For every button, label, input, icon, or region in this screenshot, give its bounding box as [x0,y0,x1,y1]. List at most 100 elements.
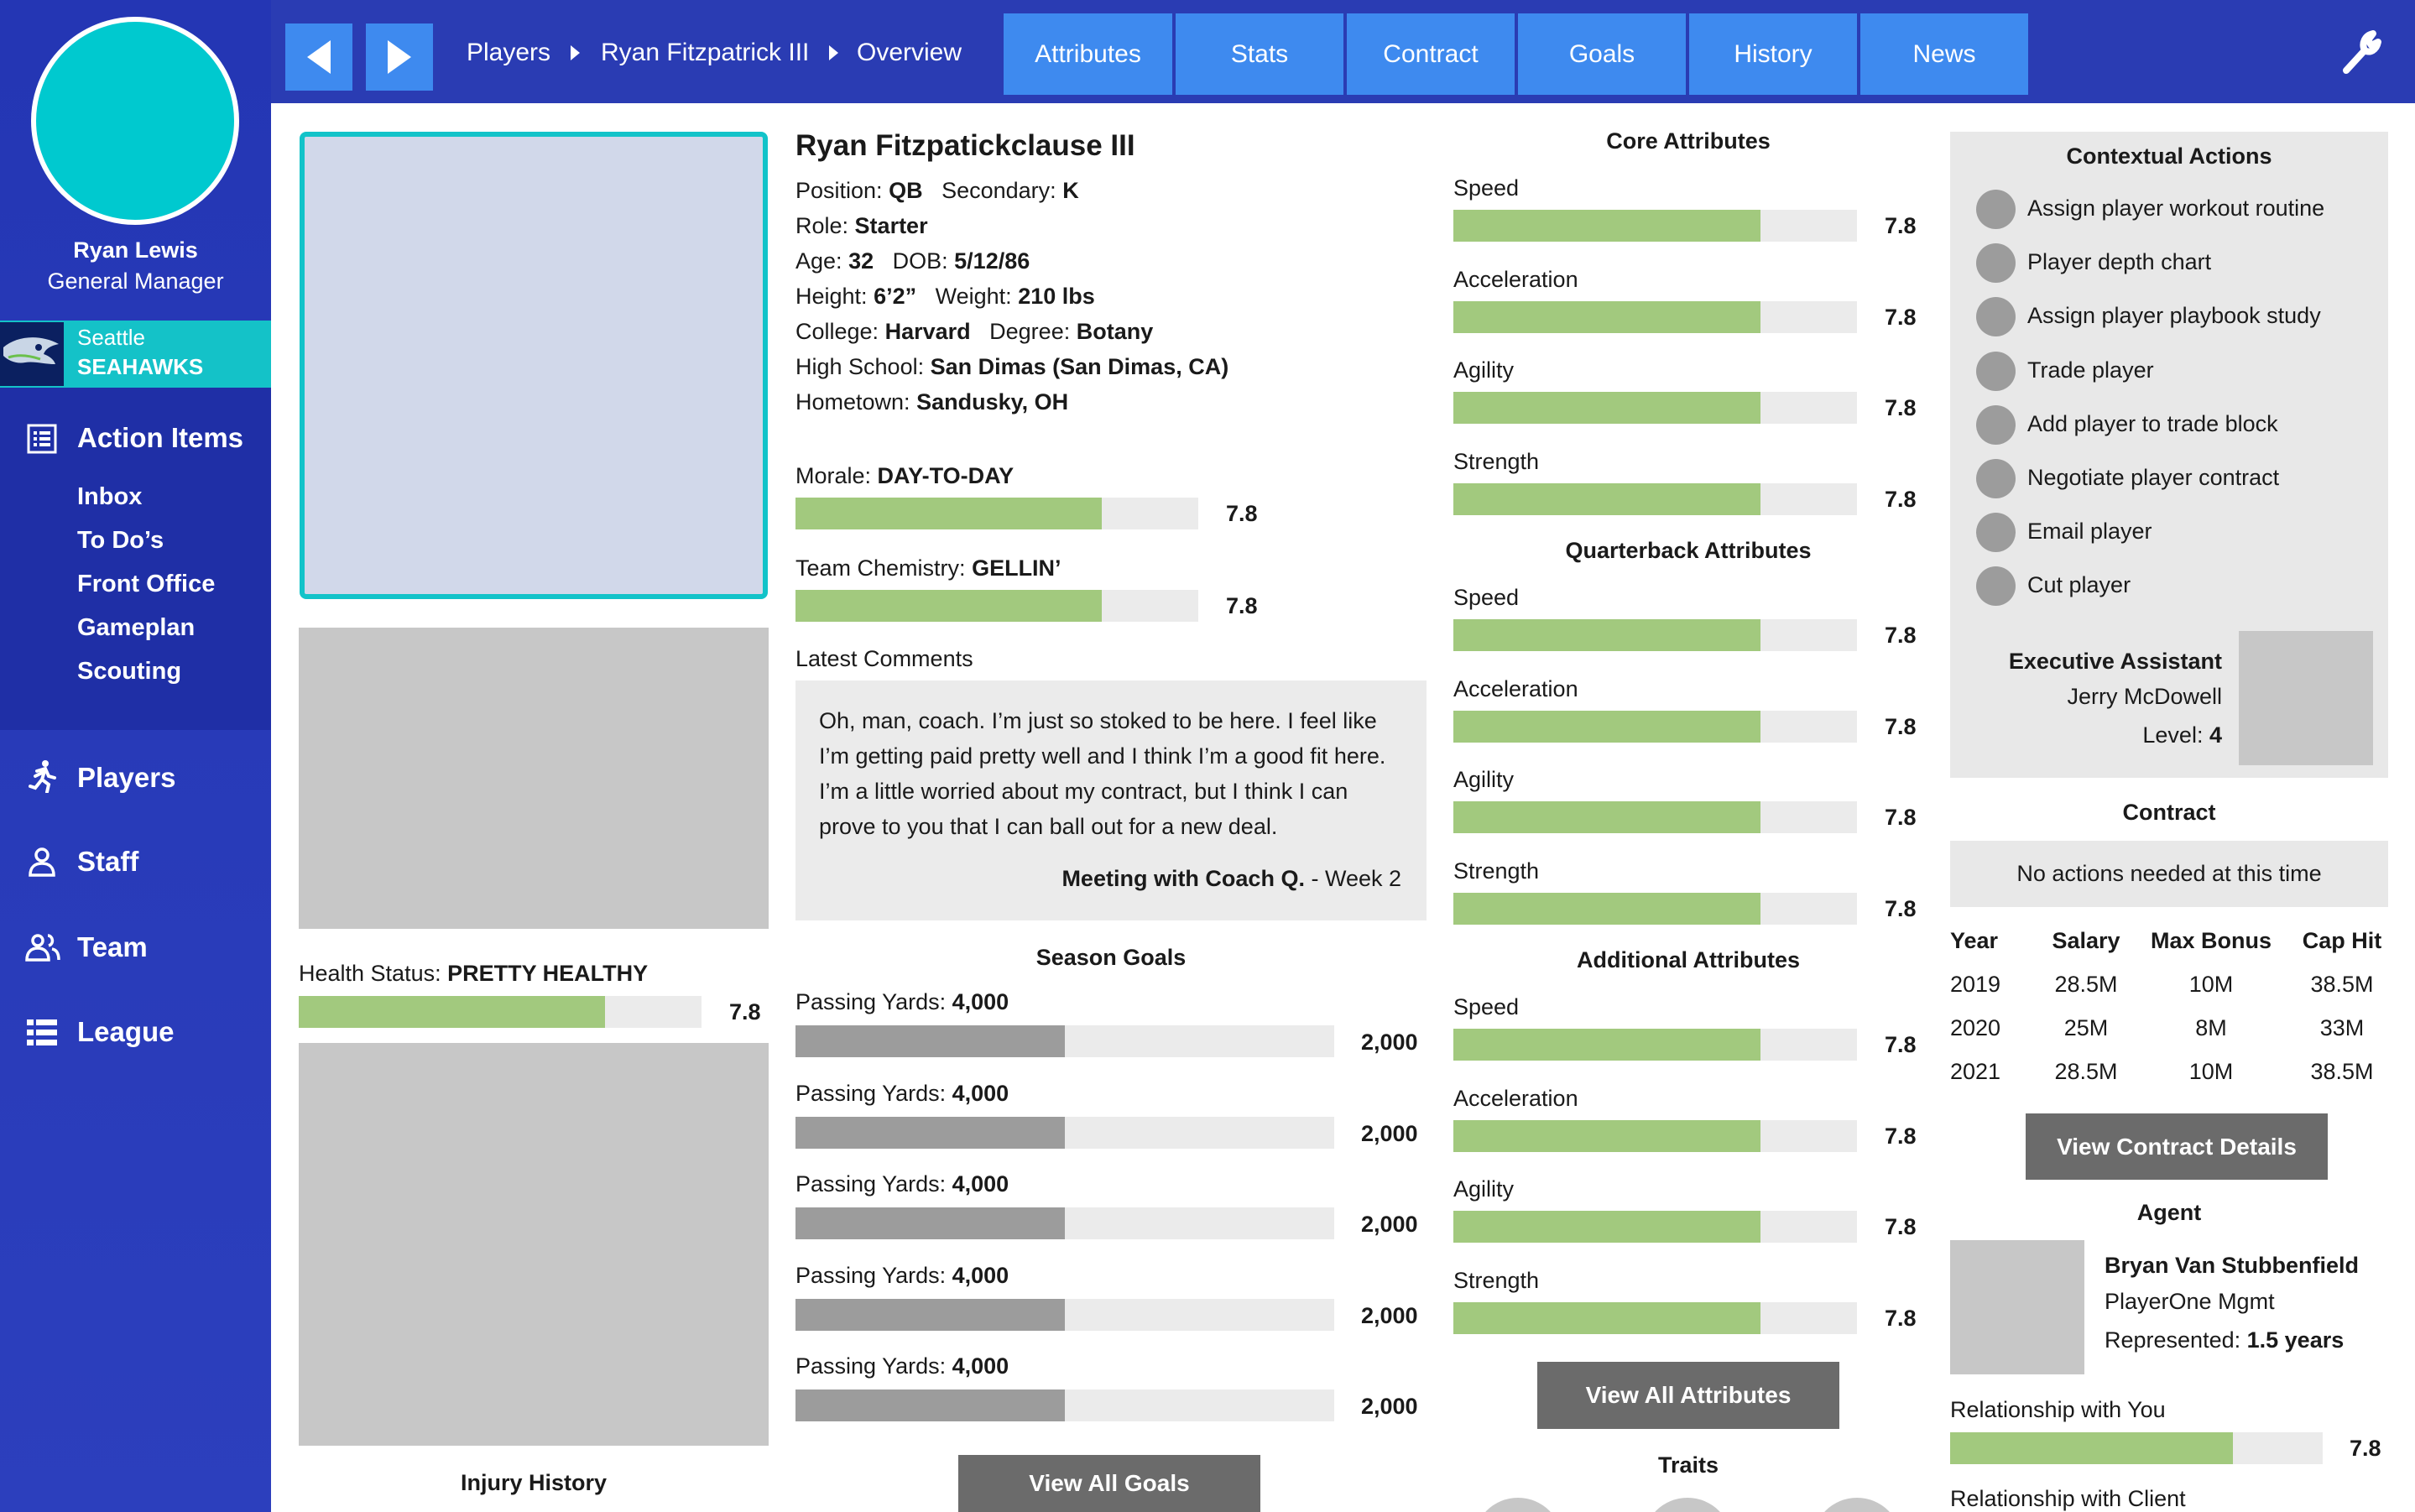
goal-name: Passing Yards: [795,989,947,1014]
attribute-bar [1453,392,1857,424]
contextual-action-item[interactable]: Trade player [2027,357,2154,383]
nav-staff[interactable]: Staff [77,846,139,877]
contextual-action-item[interactable]: Negotiate player contract [2027,465,2280,490]
attribute-bar-fill [1453,1029,1760,1061]
attribute-value: 7.8 [1885,395,1917,420]
tab-history[interactable]: History [1689,13,1857,95]
attribute-group-heading: Core Attributes [1606,128,1771,154]
goal-progress-fill [795,1298,1065,1331]
goal-progress-bar [795,1207,1334,1239]
attribute-bar-fill [1453,482,1760,515]
goal-target: 4,000 [952,989,1009,1014]
goal-label: Passing Yards: 4,000 [795,1171,1009,1197]
back-button[interactable] [285,23,352,91]
attribute-bar-fill [1453,392,1760,424]
attribute-bar-fill [1453,892,1760,925]
list-icon [27,424,60,457]
contract-column-header: Max Bonus [2150,928,2272,953]
team-city: Seattle [77,325,145,350]
contextual-action-item[interactable]: Add player to trade block [2027,410,2278,436]
avatar[interactable] [31,17,239,225]
sidebar-item-scouting[interactable]: Scouting [77,658,182,685]
nav-league[interactable]: League [77,1016,175,1047]
contextual-action-item[interactable]: Assign player workout routine [2027,196,2325,221]
attribute-bar [1453,300,1857,333]
season-goals-heading: Season Goals [1035,945,1187,970]
wrench-settings-icon[interactable] [2339,30,2381,74]
person-icon [27,847,60,880]
contextual-action-item[interactable]: Player depth chart [2027,249,2212,275]
user-name: Ryan Lewis [73,237,198,263]
attribute-value: 7.8 [1885,805,1917,830]
player-role: Role: Starter [795,213,928,238]
contract-cell: 10M [2188,972,2234,997]
player-college: College: Harvard Degree: Botany [795,319,1154,344]
arrow-left-icon [307,40,331,74]
goal-current-value: 2,000 [1361,1302,1418,1328]
attribute-bar-fill [1453,619,1760,651]
attribute-value: 7.8 [1885,1305,1917,1331]
league-list-icon [27,1019,60,1053]
tab-news[interactable]: News [1860,13,2028,95]
attribute-bar-fill [1453,710,1760,743]
player-photo[interactable] [300,132,768,599]
sidebar-item-inbox[interactable]: Inbox [77,483,143,510]
attribute-label: Agility [1453,1176,1515,1202]
goal-current-value: 2,000 [1361,1030,1418,1055]
nav-players[interactable]: Players [77,762,176,793]
player-hometown: Hometown: Sandusky, OH [795,389,1069,414]
breadcrumb-players[interactable]: Players [467,39,551,66]
player-name: Ryan Fitzpatickclause III [795,129,1135,162]
tab-stats[interactable]: Stats [1176,13,1343,95]
attribute-bar [1453,1301,1857,1334]
health-bar [299,996,702,1028]
goal-name: Passing Yards: [795,1262,947,1288]
attribute-label: Speed [1453,585,1520,610]
attribute-bar [1453,210,1857,242]
view-all-goals-button[interactable]: View All Goals [958,1455,1260,1512]
relationship-you-bar [1950,1432,2323,1464]
goal-name: Passing Yards: [795,1171,947,1197]
attribute-label: Acceleration [1453,675,1578,701]
goal-label: Passing Yards: 4,000 [795,1081,1009,1107]
attribute-bar [1453,892,1857,925]
contract-column-header: Salary [2052,928,2120,953]
agent-name[interactable]: Bryan Van Stubbenfield [2105,1253,2360,1278]
goal-progress-fill [795,1207,1065,1239]
tab-contract[interactable]: Contract [1347,13,1515,95]
view-all-attributes-button[interactable]: View All Attributes [1537,1362,1839,1429]
exec-assistant-photo[interactable] [2239,631,2373,765]
health-status: Health Status: PRETTY HEALTHY [299,961,649,986]
player-age: Age: 32 DOB: 5/12/86 [795,248,1030,274]
sidebar-item-gameplan[interactable]: Gameplan [77,614,196,641]
contract-column-header: Cap Hit [2302,928,2382,953]
attribute-group-heading: Quarterback Attributes [1565,538,1812,563]
agent-photo[interactable] [1950,1240,2084,1374]
seahawk-logo-icon [0,322,64,386]
action-items-heading[interactable]: Action Items [77,422,244,453]
attribute-bar-fill [1453,1119,1760,1152]
attribute-bar-fill [1453,1301,1760,1334]
tab-goals[interactable]: Goals [1518,13,1686,95]
contextual-action-item[interactable]: Assign player playbook study [2027,303,2321,329]
attribute-label: Acceleration [1453,266,1578,292]
tab-attributes[interactable]: Attributes [1004,13,1172,95]
breadcrumb-overview: Overview [857,39,962,66]
contextual-action-item[interactable]: Cut player [2027,572,2131,598]
view-contract-details-button[interactable]: View Contract Details [2026,1113,2328,1180]
sidebar-item-front-office[interactable]: Front Office [77,571,216,597]
attribute-bar [1453,482,1857,515]
sidebar-item-todos[interactable]: To Do’s [77,527,164,554]
goal-progress-bar [795,1389,1334,1421]
forward-button[interactable] [366,23,433,91]
goal-target: 4,000 [952,1080,1009,1106]
attribute-group-heading: Additional Attributes [1577,947,1800,972]
action-bullet-icon [1976,297,2016,337]
nav-team[interactable]: Team [77,931,148,962]
attribute-label: Strength [1453,448,1540,474]
contextual-action-item[interactable]: Email player [2027,519,2152,545]
goal-progress-fill [795,1389,1065,1421]
comment-card [795,680,1427,920]
sidebar [0,0,271,1512]
breadcrumb-player[interactable]: Ryan Fitzpatrick III [601,39,810,66]
